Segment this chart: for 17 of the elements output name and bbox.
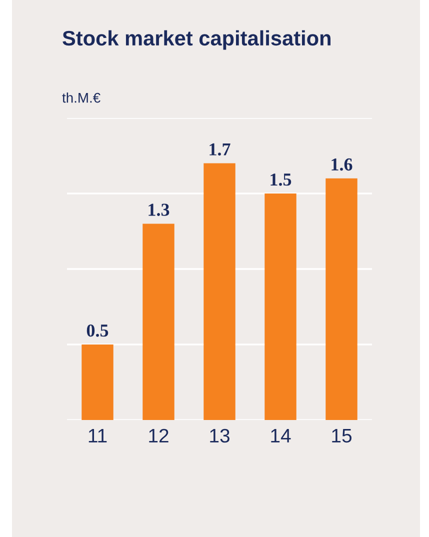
x-tick-label: 14 xyxy=(271,429,291,442)
bar xyxy=(142,224,174,420)
data-label: 1.6 xyxy=(332,158,352,171)
bar xyxy=(326,178,358,420)
chart-title: Stock market capitalisation xyxy=(62,30,330,50)
x-tick-label: 15 xyxy=(332,429,352,443)
data-label: 1.3 xyxy=(148,204,170,216)
bar xyxy=(264,194,296,420)
bar xyxy=(204,163,236,420)
y-axis-title: th.M.€ xyxy=(62,92,100,103)
data-label: 1.5 xyxy=(270,174,292,186)
data-label: 0.5 xyxy=(86,324,108,337)
data-label: 1.7 xyxy=(210,143,230,156)
bar xyxy=(82,344,114,420)
x-tick-label: 13 xyxy=(210,428,230,443)
x-tick-label: 11 xyxy=(88,429,107,442)
x-tick-label: 12 xyxy=(149,428,168,442)
